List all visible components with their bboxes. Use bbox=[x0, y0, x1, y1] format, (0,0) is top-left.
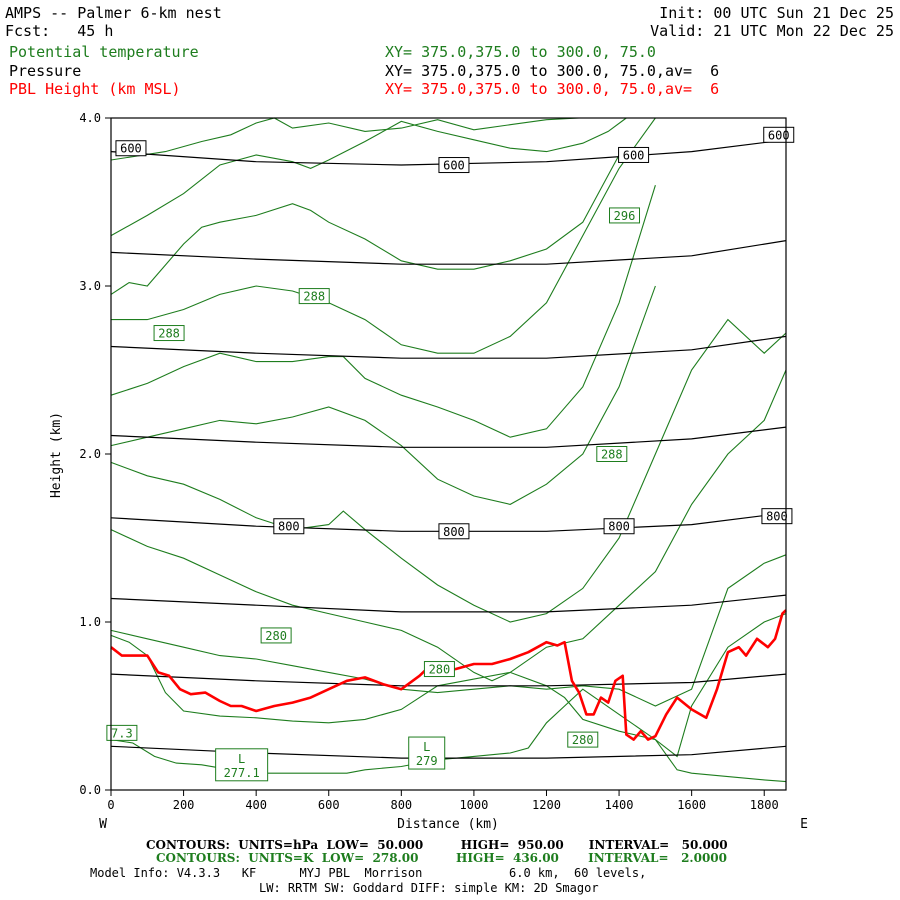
theta-contour-theta-h bbox=[110, 369, 787, 682]
svg-text:L: L bbox=[423, 740, 430, 754]
contour-label-800: 800 bbox=[273, 518, 305, 535]
svg-text:280: 280 bbox=[429, 663, 451, 677]
pressure-contour-700 bbox=[110, 335, 787, 359]
pbl-height-series bbox=[110, 609, 787, 741]
contour-label-288: 288 bbox=[153, 325, 185, 342]
y-tick-label: 2.0 bbox=[79, 447, 101, 461]
contour-labels: 600 600 600 600 296 288 288 288 800 800 800 800 280 2… bbox=[106, 126, 795, 782]
theta-contour-theta-d bbox=[111, 117, 656, 354]
footer-theta-contours: CONTOURS: UNITS=K LOW= 278.00 HIGH= 436.… bbox=[156, 851, 727, 865]
footer-model-info: Model Info: V4.3.3 KF MYJ PBL Morrison 6… bbox=[90, 866, 647, 880]
contour-label-600: 600 bbox=[763, 126, 795, 143]
x-tick-label: 1800 bbox=[750, 798, 779, 812]
contour-label-800: 800 bbox=[761, 508, 793, 525]
theta-contour-theta-f bbox=[110, 285, 656, 505]
forecast-hour: Fcst: 45 h bbox=[5, 22, 114, 40]
x-tick-label: 800 bbox=[390, 798, 412, 812]
svg-text:600: 600 bbox=[768, 128, 790, 142]
footer-pressure-contours: CONTOURS: UNITS=hPa LOW= 50.000 HIGH= 95… bbox=[146, 838, 728, 852]
svg-text:280: 280 bbox=[265, 629, 287, 643]
theta-contour-theta-a bbox=[110, 117, 580, 161]
model-title: AMPS -- Palmer 6-km nest bbox=[5, 4, 222, 22]
theta-contour-theta-j bbox=[110, 613, 787, 758]
y-tick-label: 3.0 bbox=[79, 279, 101, 293]
x-axis-label: Distance (km) bbox=[397, 817, 499, 832]
pressure-contour-850 bbox=[110, 594, 787, 613]
pbl-height-line bbox=[110, 609, 787, 741]
footer-physics-info: LW: RRTM SW: Goddard DIFF: simple KM: 2D… bbox=[259, 881, 599, 895]
contour-label-800: 800 bbox=[438, 523, 470, 540]
field-pbl-name: PBL Height (km MSL) bbox=[9, 80, 181, 98]
contour-label-280: 280 bbox=[567, 731, 599, 748]
y-axis-label: Height (km) bbox=[49, 412, 64, 498]
svg-text:296: 296 bbox=[614, 209, 636, 223]
y-tick-label: 1.0 bbox=[79, 615, 101, 629]
svg-text:7.3: 7.3 bbox=[111, 726, 133, 740]
pressure-contour-800 bbox=[110, 512, 787, 532]
contour-label-800: 800 bbox=[603, 518, 635, 535]
svg-text:288: 288 bbox=[158, 327, 180, 341]
x-tick-label: 1600 bbox=[677, 798, 706, 812]
contour-label-600: 600 bbox=[438, 157, 470, 174]
field-pressure-xy: XY= 375.0,375.0 to 300.0, 75.0,av= 6 bbox=[385, 62, 720, 80]
contour-label-280: 280 bbox=[260, 627, 292, 644]
contour-label-288: 288 bbox=[298, 288, 330, 305]
svg-text:600: 600 bbox=[623, 148, 645, 162]
field-theta-name: Potential temperature bbox=[9, 43, 199, 61]
svg-text:277.1: 277.1 bbox=[224, 766, 260, 780]
field-pbl-xy: XY= 375.0,375.0 to 300.0, 75.0,av= 6 bbox=[385, 80, 720, 98]
svg-text:L: L bbox=[238, 752, 245, 766]
axes: 0 200 400 600 800 1000 1200 1400 1600 1800 0.0 1.0 2… bbox=[79, 111, 778, 812]
x-tick-label: 200 bbox=[173, 798, 195, 812]
svg-text:800: 800 bbox=[278, 520, 300, 534]
svg-text:800: 800 bbox=[766, 510, 788, 524]
svg-text:288: 288 bbox=[303, 290, 325, 304]
theta-contour-theta-g bbox=[110, 318, 787, 623]
x-left-label: W bbox=[99, 817, 107, 832]
pressure-contour-750 bbox=[110, 426, 787, 448]
x-tick-label: 400 bbox=[245, 798, 267, 812]
init-time: Init: 00 UTC Sun 21 Dec 25 bbox=[659, 4, 894, 22]
y-tick-label: 4.0 bbox=[79, 111, 101, 125]
x-tick-label: 1200 bbox=[532, 798, 561, 812]
svg-text:800: 800 bbox=[608, 520, 630, 534]
x-tick-label: 0 bbox=[107, 798, 114, 812]
x-right-label: E bbox=[800, 817, 808, 832]
contour-label-288: 288 bbox=[596, 446, 628, 462]
pressure-contour-650 bbox=[110, 240, 787, 265]
pressure-contour-950 bbox=[110, 745, 787, 759]
svg-text:288: 288 bbox=[601, 448, 623, 462]
svg-text:279: 279 bbox=[416, 754, 438, 768]
contour-label-280: 280 bbox=[423, 661, 455, 678]
field-theta-xy: XY= 375.0,375.0 to 300.0, 75.0 bbox=[385, 43, 656, 61]
svg-text:600: 600 bbox=[120, 142, 142, 156]
contour-label-600: 600 bbox=[618, 146, 650, 163]
contour-label-7.3: 7.3 bbox=[106, 724, 138, 741]
valid-time: Valid: 21 UTC Mon 22 Dec 25 bbox=[650, 22, 894, 40]
x-tick-label: 1000 bbox=[459, 798, 488, 812]
field-pressure-name: Pressure bbox=[9, 62, 82, 80]
plot-frame bbox=[110, 117, 787, 791]
svg-text:600: 600 bbox=[443, 159, 465, 173]
pressure-contour-600 bbox=[110, 139, 787, 166]
svg-text:800: 800 bbox=[443, 525, 465, 539]
theta-contour-theta-c bbox=[110, 154, 620, 295]
theta-contour-theta-i bbox=[110, 554, 787, 707]
contour-label-600: 600 bbox=[115, 140, 147, 157]
y-tick-label: 0.0 bbox=[79, 783, 101, 797]
theta-contour-theta-b bbox=[110, 117, 627, 237]
svg-text:280: 280 bbox=[572, 733, 594, 747]
theta-contour-theta-e bbox=[110, 185, 656, 438]
contour-label-296: 296 bbox=[609, 207, 641, 224]
x-tick-label: 600 bbox=[318, 798, 340, 812]
x-tick-label: 1400 bbox=[605, 798, 634, 812]
pressure-contour-900 bbox=[110, 673, 787, 687]
